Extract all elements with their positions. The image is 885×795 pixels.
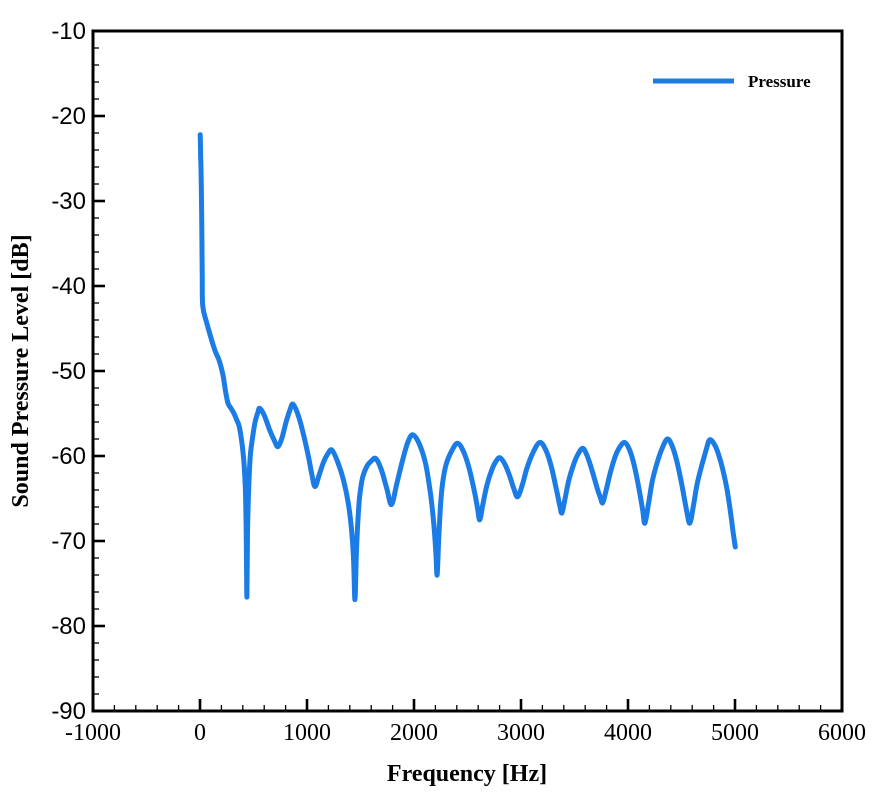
x-tick-label: 4000 <box>604 720 652 746</box>
pressure-curve <box>197 132 738 603</box>
x-tick-label: 0 <box>194 720 206 746</box>
x-tick-label: -1000 <box>65 720 121 746</box>
x-tick-label: 3000 <box>497 720 545 746</box>
legend: Pressure <box>653 72 811 91</box>
x-tick-label: 5000 <box>711 720 759 746</box>
x-tick-label: 1000 <box>283 720 331 746</box>
y-tick-label: -70 <box>51 528 86 555</box>
tick-marks <box>91 29 844 713</box>
plot-frame <box>91 29 844 713</box>
y-tick-label: -50 <box>51 358 86 385</box>
legend-entry-label: Pressure <box>748 72 811 91</box>
x-tick-label: 2000 <box>390 720 438 746</box>
y-tick-label: -30 <box>51 188 86 215</box>
y-axis-title: Sound Pressure Level [dB] <box>8 234 34 507</box>
x-tick-label: 6000 <box>818 720 866 746</box>
y-tick-label: -80 <box>51 613 86 640</box>
series-group <box>197 132 738 603</box>
y-tick-label: -10 <box>51 18 86 45</box>
y-tick-label: -60 <box>51 443 86 470</box>
y-tick-label: -90 <box>51 698 86 725</box>
x-axis-title: Frequency [Hz] <box>387 761 547 787</box>
y-tick-label: -40 <box>51 273 86 300</box>
tick-labels: -1000 0 1000 2000 3000 4000 5000 6000 -90 -80 -70 -… <box>51 18 866 746</box>
y-tick-label: -20 <box>51 103 86 130</box>
